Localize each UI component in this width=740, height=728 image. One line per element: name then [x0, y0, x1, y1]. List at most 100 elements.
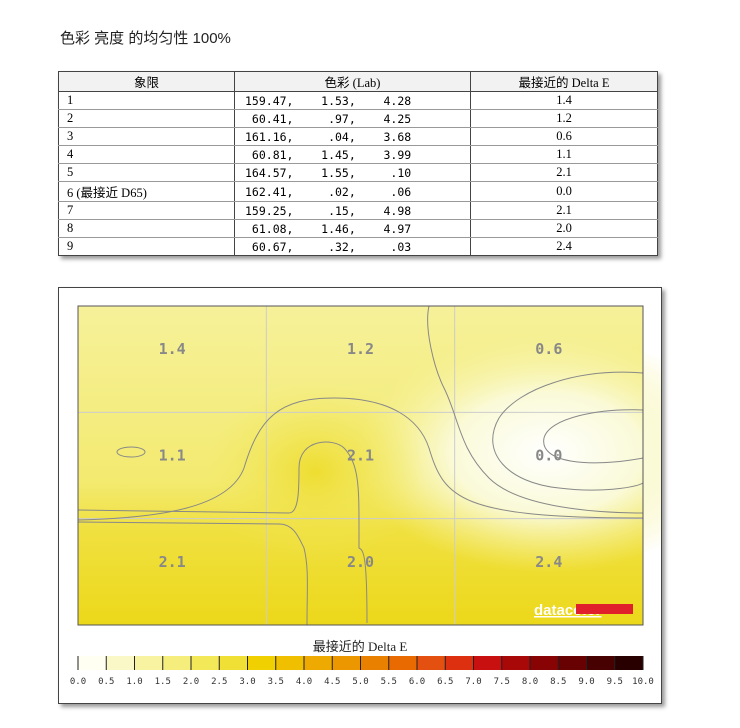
- colorbar-segment: [247, 656, 277, 670]
- lab-cell: 60.41, .97, 4.25: [234, 109, 471, 128]
- colorbar-segment: [275, 656, 305, 670]
- colorbar-segment: [614, 656, 644, 670]
- quadrant-cell: 6 (最接近 D65): [58, 181, 235, 202]
- contour-line: [492, 371, 644, 491]
- colorbar-segment: [586, 656, 616, 670]
- lab-cell: 60.67, .32, .03: [234, 237, 471, 256]
- colorbar-tick-label: 6.5: [437, 677, 453, 687]
- table-row: 7 159.25, .15, 4.98 2.1: [58, 201, 658, 220]
- quadrant-cell: 9: [58, 237, 235, 256]
- lab-cell: 164.57, 1.55, .10: [234, 163, 471, 182]
- high-delta-region: [205, 381, 426, 562]
- cell-value-label: 2.1: [347, 447, 374, 465]
- datacolor-logo-bar: [576, 604, 633, 614]
- lab-cell: 161.16, .04, 3.68: [234, 127, 471, 146]
- header-quadrant: 象限: [58, 71, 235, 92]
- colorbar-segment: [417, 656, 446, 670]
- colorbar-tick-label: 5.5: [381, 677, 397, 687]
- colorbar-segment: [558, 656, 587, 670]
- cell-value-label: 1.2: [347, 340, 374, 358]
- colorbar-tick-label: 8.0: [522, 677, 538, 687]
- colorbar-segment: [106, 656, 135, 670]
- quadrant-cell: 2: [58, 109, 235, 128]
- quadrant-cell: 5: [58, 163, 235, 182]
- colorbar-segment: [162, 656, 192, 670]
- table-row: 1 159.47, 1.53, 4.28 1.4: [58, 91, 658, 110]
- colorbar-segment: [388, 656, 418, 670]
- colorbar-tick-label: 0.0: [70, 677, 86, 687]
- colorbar-tick-label: 3.5: [268, 677, 284, 687]
- colorbar-tick-label: 2.0: [183, 677, 199, 687]
- table-row: 5 164.57, 1.55, .10 2.1: [58, 163, 658, 182]
- delta-e-cell: 2.1: [470, 201, 658, 220]
- cell-value-label: 0.0: [535, 447, 562, 465]
- colorbar-segment: [473, 656, 503, 670]
- page-title: 色彩 亮度 的均匀性 100%: [60, 30, 231, 47]
- colorbar-segment: [191, 656, 220, 670]
- colorbar-tick-label: 1.0: [126, 677, 142, 687]
- heatmap-border: [77, 305, 644, 626]
- quadrant-cell: 4: [58, 145, 235, 164]
- colorbar-segment: [304, 656, 333, 670]
- delta-e-cell: 2.4: [470, 237, 658, 256]
- colorbar-tick-label: 7.0: [465, 677, 481, 687]
- table-row: 2 60.41, .97, 4.25 1.2: [58, 109, 658, 128]
- colorbar-tick-label: 5.0: [352, 677, 368, 687]
- table-row: 4 60.81, 1.45, 3.99 1.1: [58, 145, 658, 164]
- colorbar-segment: [332, 656, 361, 670]
- colorbar-tick-label: 4.0: [296, 677, 312, 687]
- low-delta-region: [357, 332, 661, 573]
- colorbar-segment: [360, 656, 390, 670]
- colorbar-tick-label: 2.5: [211, 677, 227, 687]
- heatmap-chart: 1.4 1.2 0.61.1 2.1 0.02.1 2.0 2.4datacolor最接近的…: [70, 305, 661, 687]
- lab-cell: 159.47, 1.53, 4.28: [234, 91, 471, 110]
- colorbar-tick-label: 3.0: [239, 677, 255, 687]
- colorbar-tick-label: 4.5: [324, 677, 340, 687]
- cell-value-label: 1.4: [159, 340, 186, 358]
- colorbar-segment: [219, 656, 248, 670]
- quadrant-cell: 1: [58, 91, 235, 110]
- cell-value-label: 2.4: [535, 553, 562, 571]
- colorbar-segment: [530, 656, 559, 670]
- colorbar-tick-label: 0.5: [98, 677, 114, 687]
- cell-value-label: 0.6: [535, 340, 562, 358]
- colorbar-tick-label: 8.5: [550, 677, 566, 687]
- quadrant-cell: 3: [58, 127, 235, 146]
- colorbar-segment: [445, 656, 474, 670]
- table-row: 9 60.67, .32, .03 2.4: [58, 237, 658, 256]
- contour-line: [543, 409, 644, 464]
- delta-e-cell: 1.2: [470, 109, 658, 128]
- colorbar-segment: [78, 656, 107, 670]
- delta-e-cell: 2.0: [470, 219, 658, 238]
- contour-line: [427, 305, 644, 514]
- delta-e-cell: 1.4: [470, 91, 658, 110]
- delta-e-cell: 0.6: [470, 127, 658, 146]
- quadrant-cell: 8: [58, 219, 235, 238]
- contour-line: [77, 397, 644, 521]
- uniformity-table: 象限 色彩 (Lab) 最接近的 Delta E 1 159.47, 1.53, …: [58, 71, 658, 256]
- lab-cell: 159.25, .15, 4.98: [234, 201, 471, 220]
- cell-value-label: 2.0: [347, 553, 374, 571]
- header-delta-e: 最接近的 Delta E: [470, 71, 658, 92]
- delta-e-cell: 2.1: [470, 163, 658, 182]
- contour-line: [77, 521, 308, 626]
- lab-cell: 61.08, 1.46, 4.97: [234, 219, 471, 238]
- lab-cell: 162.41, .02, .06: [234, 181, 471, 202]
- contour-line: [77, 441, 368, 624]
- colorbar-tick-label: 6.0: [409, 677, 425, 687]
- colorbar-tick-label: 10.0: [632, 677, 654, 687]
- delta-e-cell: 1.1: [470, 145, 658, 164]
- colorbar-segment: [501, 656, 531, 670]
- quadrant-cell: 7: [58, 201, 235, 220]
- cell-value-label: 1.1: [159, 447, 186, 465]
- table-row: 6 (最接近 D65) 162.41, .02, .06 0.0: [58, 181, 658, 202]
- contour-line: [116, 446, 146, 458]
- delta-e-cell: 0.0: [470, 181, 658, 202]
- lab-cell: 60.81, 1.45, 3.99: [234, 145, 471, 164]
- colorbar-tick-label: 7.5: [494, 677, 510, 687]
- colorbar-tick-label: 9.5: [607, 677, 623, 687]
- heatmap-panel: 1.4 1.2 0.6 1.1 2.1 0.0 2.1 2.0 2.4 datacolor 最接近的…: [58, 287, 662, 704]
- cell-value-label: 2.1: [159, 553, 186, 571]
- table-row: 3 161.16, .04, 3.68 0.6: [58, 127, 658, 146]
- colorbar-tick-label: 1.5: [155, 677, 171, 687]
